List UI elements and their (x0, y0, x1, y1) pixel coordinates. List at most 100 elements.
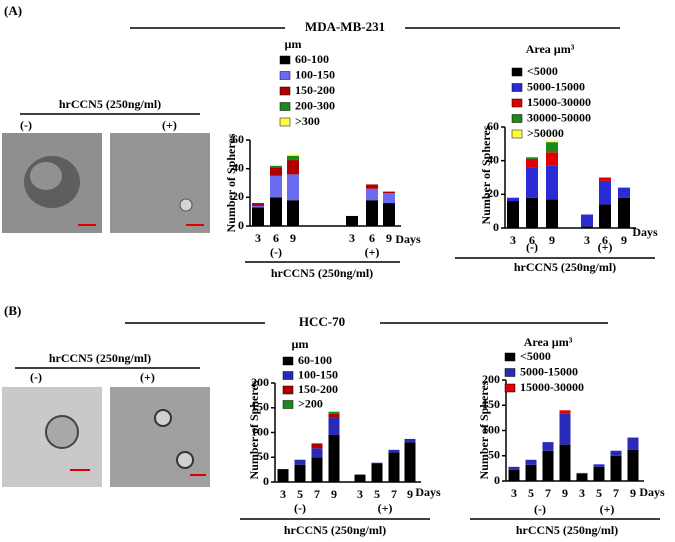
legend-swatch (511, 98, 523, 108)
x-tick-label: 9 (562, 486, 568, 500)
micrograph (2, 133, 102, 233)
bar-segment (388, 449, 400, 453)
legend-swatch (279, 117, 291, 127)
bar-segment (404, 442, 416, 482)
legend-label: <5000 (527, 64, 558, 78)
group-label: (+) (365, 245, 380, 259)
y-tick-label: 60 (487, 119, 499, 133)
bar-segment (526, 197, 538, 228)
panel-label: (B) (4, 303, 21, 318)
y-tick-label: 20 (232, 189, 244, 203)
legend-swatch (282, 356, 294, 366)
legend-swatch (504, 352, 516, 362)
y-tick-label: 0 (238, 218, 244, 232)
group-title: hrCCN5 (250ng/ml) (516, 523, 618, 537)
y-axis-label: Number of Spheres (247, 380, 261, 479)
micrograph (110, 133, 210, 233)
group-label: (+) (600, 502, 615, 516)
y-tick-label: 100 (482, 422, 500, 436)
bar-segment (366, 188, 378, 201)
bar-segment (371, 463, 383, 482)
image-caption: hrCCN5 (250ng/ml) (49, 351, 151, 365)
legend-label: 5000-15000 (520, 364, 578, 378)
bar-segment (354, 474, 366, 482)
x-tick-label: 3 (510, 233, 516, 247)
x-tick-label: 9 (386, 231, 392, 245)
bar-segment (287, 200, 299, 226)
x-tick-label: 6 (602, 233, 608, 247)
group-title: hrCCN5 (250ng/ml) (284, 523, 386, 537)
y-axis-label: Number of Spheres (224, 133, 238, 232)
bar-segment (542, 450, 554, 481)
bar-segment (508, 466, 520, 470)
legend-swatch (279, 71, 291, 80)
panel-title: MDA-MB-231 (305, 19, 385, 34)
bar-segment (627, 449, 639, 481)
y-tick-label: 20 (487, 186, 499, 200)
bar-segment (383, 203, 395, 226)
bar-segment (366, 184, 378, 189)
x-axis-label: Days (395, 232, 421, 246)
x-tick-label: 6 (369, 231, 375, 245)
bar-segment (287, 160, 299, 175)
bar-segment (328, 411, 340, 414)
legend-swatch (504, 368, 516, 377)
x-tick-label: 7 (391, 487, 397, 501)
bar-segment (576, 473, 588, 481)
x-tick-label: 9 (621, 233, 627, 247)
legend-label: 60-100 (295, 52, 329, 66)
legend-title: µm (285, 37, 302, 51)
x-axis-label: Days (632, 225, 658, 239)
legend-label: 100-150 (298, 367, 338, 381)
bar-segment (599, 204, 611, 228)
x-tick-label: 6 (273, 231, 279, 245)
bar-segment (252, 207, 264, 226)
image-label: (-) (20, 118, 32, 132)
legend-label: 15000-30000 (527, 95, 591, 109)
bar-segment (610, 455, 622, 481)
bar-segment (581, 214, 593, 227)
legend-swatch (511, 129, 523, 139)
y-tick-label: 0 (263, 474, 269, 488)
y-tick-label: 200 (251, 375, 269, 389)
bar-segment (294, 459, 306, 465)
bar-segment (627, 437, 639, 450)
bar-segment (526, 167, 538, 198)
group-label: (-) (270, 245, 282, 259)
bar-segment (311, 448, 323, 458)
legend-label: 150-200 (295, 83, 335, 97)
x-axis-label: Days (639, 485, 665, 499)
legend-label: >50000 (527, 126, 564, 140)
x-tick-label: 9 (549, 233, 555, 247)
bar-segment (311, 443, 323, 449)
x-tick-label: 3 (584, 233, 590, 247)
bar-segment (270, 197, 282, 226)
x-tick-label: 7 (613, 486, 619, 500)
y-tick-label: 100 (251, 424, 269, 438)
group-label: (+) (598, 240, 613, 254)
bar-segment (526, 157, 538, 159)
bar-segment (593, 464, 605, 467)
bar-segment (252, 203, 264, 206)
legend-label: 150-200 (298, 382, 338, 396)
x-tick-label: 3 (511, 486, 517, 500)
legend-swatch (279, 55, 291, 65)
bar-segment (546, 199, 558, 228)
legend-swatch (282, 371, 294, 380)
bar-segment (270, 167, 282, 176)
bar-segment (508, 469, 520, 481)
legend-swatch (279, 86, 291, 96)
legend-title: µm (292, 337, 309, 351)
bar-segment (346, 215, 358, 226)
bar-segment (546, 165, 558, 200)
x-tick-label: 7 (314, 487, 320, 501)
bar-segment (526, 158, 538, 168)
x-tick-label: 3 (349, 231, 355, 245)
legend-swatch (282, 385, 294, 395)
x-tick-label: 5 (596, 486, 602, 500)
group-label: (-) (294, 501, 306, 515)
bar-segment (388, 452, 400, 482)
legend-label: >300 (295, 114, 320, 128)
legend-swatch (511, 67, 523, 77)
x-axis-label: Days (415, 485, 441, 499)
